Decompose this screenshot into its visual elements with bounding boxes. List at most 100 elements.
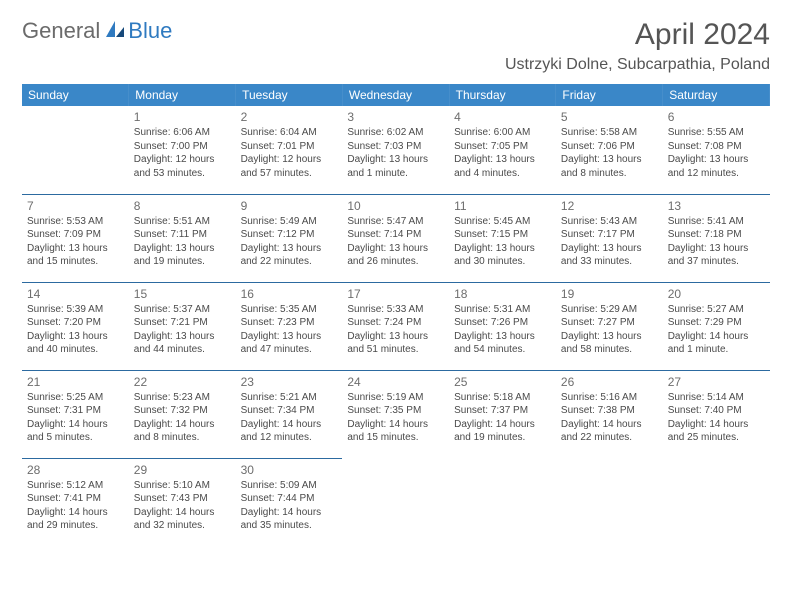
day-cell: 6Sunrise: 5:55 AMSunset: 7:08 PMDaylight… bbox=[663, 106, 770, 194]
daylight-line-1: Daylight: 14 hours bbox=[134, 506, 231, 520]
sunrise-line: Sunrise: 5:39 AM bbox=[27, 303, 124, 317]
day-number: 14 bbox=[27, 286, 124, 302]
daylight-line-2: and 37 minutes. bbox=[668, 255, 765, 269]
sunrise-line: Sunrise: 5:53 AM bbox=[27, 215, 124, 229]
daylight-line-2: and 1 minute. bbox=[347, 167, 444, 181]
daylight-line-2: and 58 minutes. bbox=[561, 343, 658, 357]
sunset-line: Sunset: 7:21 PM bbox=[134, 316, 231, 330]
day-number: 9 bbox=[241, 198, 338, 214]
day-header: Thursday bbox=[449, 84, 556, 106]
day-number: 26 bbox=[561, 374, 658, 390]
day-cell: 11Sunrise: 5:45 AMSunset: 7:15 PMDayligh… bbox=[449, 194, 556, 282]
sunset-line: Sunset: 7:11 PM bbox=[134, 228, 231, 242]
calendar-body: 1Sunrise: 6:06 AMSunset: 7:00 PMDaylight… bbox=[22, 106, 770, 546]
daylight-line-2: and 35 minutes. bbox=[241, 519, 338, 533]
day-cell: 12Sunrise: 5:43 AMSunset: 7:17 PMDayligh… bbox=[556, 194, 663, 282]
sunset-line: Sunset: 7:12 PM bbox=[241, 228, 338, 242]
sunset-line: Sunset: 7:18 PM bbox=[668, 228, 765, 242]
day-number: 12 bbox=[561, 198, 658, 214]
week-row: 14Sunrise: 5:39 AMSunset: 7:20 PMDayligh… bbox=[22, 282, 770, 370]
daylight-line-1: Daylight: 13 hours bbox=[27, 242, 124, 256]
day-number: 15 bbox=[134, 286, 231, 302]
day-cell: 20Sunrise: 5:27 AMSunset: 7:29 PMDayligh… bbox=[663, 282, 770, 370]
sunset-line: Sunset: 7:40 PM bbox=[668, 404, 765, 418]
sunrise-line: Sunrise: 5:19 AM bbox=[347, 391, 444, 405]
day-header: Saturday bbox=[663, 84, 770, 106]
sunrise-line: Sunrise: 5:43 AM bbox=[561, 215, 658, 229]
day-cell: 3Sunrise: 6:02 AMSunset: 7:03 PMDaylight… bbox=[342, 106, 449, 194]
sunset-line: Sunset: 7:38 PM bbox=[561, 404, 658, 418]
daylight-line-1: Daylight: 13 hours bbox=[454, 153, 551, 167]
sunset-line: Sunset: 7:32 PM bbox=[134, 404, 231, 418]
day-number: 7 bbox=[27, 198, 124, 214]
sunset-line: Sunset: 7:41 PM bbox=[27, 492, 124, 506]
daylight-line-2: and 22 minutes. bbox=[241, 255, 338, 269]
calendar-table: SundayMondayTuesdayWednesdayThursdayFrid… bbox=[22, 84, 770, 546]
daylight-line-2: and 22 minutes. bbox=[561, 431, 658, 445]
daylight-line-2: and 40 minutes. bbox=[27, 343, 124, 357]
sunrise-line: Sunrise: 5:27 AM bbox=[668, 303, 765, 317]
day-cell: 29Sunrise: 5:10 AMSunset: 7:43 PMDayligh… bbox=[129, 458, 236, 546]
sunrise-line: Sunrise: 5:21 AM bbox=[241, 391, 338, 405]
day-number: 5 bbox=[561, 109, 658, 125]
calendar-head: SundayMondayTuesdayWednesdayThursdayFrid… bbox=[22, 84, 770, 106]
sunrise-line: Sunrise: 5:55 AM bbox=[668, 126, 765, 140]
day-number: 16 bbox=[241, 286, 338, 302]
day-number: 17 bbox=[347, 286, 444, 302]
sunrise-line: Sunrise: 5:37 AM bbox=[134, 303, 231, 317]
daylight-line-1: Daylight: 13 hours bbox=[134, 330, 231, 344]
day-cell: 16Sunrise: 5:35 AMSunset: 7:23 PMDayligh… bbox=[236, 282, 343, 370]
daylight-line-1: Daylight: 13 hours bbox=[347, 153, 444, 167]
day-cell: 13Sunrise: 5:41 AMSunset: 7:18 PMDayligh… bbox=[663, 194, 770, 282]
sunrise-line: Sunrise: 5:10 AM bbox=[134, 479, 231, 493]
day-cell: 28Sunrise: 5:12 AMSunset: 7:41 PMDayligh… bbox=[22, 458, 129, 546]
day-cell: 2Sunrise: 6:04 AMSunset: 7:01 PMDaylight… bbox=[236, 106, 343, 194]
day-cell: 19Sunrise: 5:29 AMSunset: 7:27 PMDayligh… bbox=[556, 282, 663, 370]
sunset-line: Sunset: 7:00 PM bbox=[134, 140, 231, 154]
week-row: 28Sunrise: 5:12 AMSunset: 7:41 PMDayligh… bbox=[22, 458, 770, 546]
day-cell bbox=[449, 458, 556, 546]
day-number: 22 bbox=[134, 374, 231, 390]
sunrise-line: Sunrise: 5:58 AM bbox=[561, 126, 658, 140]
daylight-line-1: Daylight: 13 hours bbox=[241, 242, 338, 256]
daylight-line-1: Daylight: 14 hours bbox=[668, 418, 765, 432]
daylight-line-1: Daylight: 13 hours bbox=[561, 153, 658, 167]
sunrise-line: Sunrise: 6:06 AM bbox=[134, 126, 231, 140]
day-header: Monday bbox=[129, 84, 236, 106]
daylight-line-2: and 30 minutes. bbox=[454, 255, 551, 269]
day-number: 13 bbox=[668, 198, 765, 214]
sunrise-line: Sunrise: 5:35 AM bbox=[241, 303, 338, 317]
title-block: April 2024 Ustrzyki Dolne, Subcarpathia,… bbox=[505, 18, 770, 74]
day-cell bbox=[22, 106, 129, 194]
day-cell: 10Sunrise: 5:47 AMSunset: 7:14 PMDayligh… bbox=[342, 194, 449, 282]
day-number: 18 bbox=[454, 286, 551, 302]
daylight-line-2: and 44 minutes. bbox=[134, 343, 231, 357]
daylight-line-1: Daylight: 13 hours bbox=[561, 242, 658, 256]
daylight-line-2: and 19 minutes. bbox=[454, 431, 551, 445]
daylight-line-2: and 33 minutes. bbox=[561, 255, 658, 269]
day-number: 8 bbox=[134, 198, 231, 214]
day-number: 23 bbox=[241, 374, 338, 390]
day-number: 10 bbox=[347, 198, 444, 214]
daylight-line-1: Daylight: 14 hours bbox=[561, 418, 658, 432]
sunset-line: Sunset: 7:05 PM bbox=[454, 140, 551, 154]
sunrise-line: Sunrise: 5:33 AM bbox=[347, 303, 444, 317]
daylight-line-2: and 32 minutes. bbox=[134, 519, 231, 533]
daylight-line-1: Daylight: 14 hours bbox=[134, 418, 231, 432]
day-header: Sunday bbox=[22, 84, 129, 106]
daylight-line-2: and 53 minutes. bbox=[134, 167, 231, 181]
daylight-line-1: Daylight: 13 hours bbox=[454, 330, 551, 344]
daylight-line-2: and 54 minutes. bbox=[454, 343, 551, 357]
sunset-line: Sunset: 7:27 PM bbox=[561, 316, 658, 330]
sunset-line: Sunset: 7:26 PM bbox=[454, 316, 551, 330]
day-cell bbox=[663, 458, 770, 546]
daylight-line-1: Daylight: 13 hours bbox=[668, 242, 765, 256]
day-cell: 8Sunrise: 5:51 AMSunset: 7:11 PMDaylight… bbox=[129, 194, 236, 282]
header: General Blue April 2024 Ustrzyki Dolne, … bbox=[22, 18, 770, 74]
daylight-line-2: and 5 minutes. bbox=[27, 431, 124, 445]
month-title: April 2024 bbox=[505, 18, 770, 52]
sunset-line: Sunset: 7:24 PM bbox=[347, 316, 444, 330]
daylight-line-2: and 12 minutes. bbox=[241, 431, 338, 445]
sunset-line: Sunset: 7:03 PM bbox=[347, 140, 444, 154]
daylight-line-1: Daylight: 13 hours bbox=[347, 242, 444, 256]
